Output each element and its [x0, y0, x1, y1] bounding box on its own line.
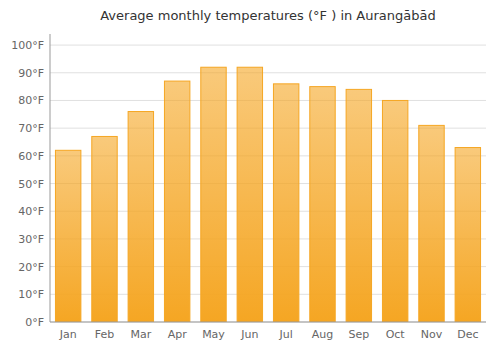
x-tick-label: Aug	[312, 328, 333, 341]
x-tick-label: Feb	[95, 328, 114, 341]
y-tick-label: 90°F	[18, 67, 44, 80]
bar	[346, 89, 371, 322]
x-tick-label: Jan	[59, 328, 77, 341]
x-tick-label: Mar	[130, 328, 151, 341]
y-tick-label: 50°F	[18, 178, 44, 191]
bar	[92, 136, 117, 322]
x-tick-label: Jun	[240, 328, 258, 341]
grid	[50, 45, 486, 322]
title: Average monthly temperatures (°F ) in Au…	[100, 8, 436, 23]
bar	[237, 67, 262, 322]
bar	[201, 67, 226, 322]
grid-line	[50, 322, 486, 323]
x-tick-label: May	[202, 328, 225, 341]
y-tick-label: 70°F	[18, 122, 44, 135]
grid-line	[50, 72, 486, 73]
bar	[55, 150, 80, 322]
y-axis-line	[50, 34, 51, 322]
grid-line	[50, 100, 486, 101]
chart-svg: Average monthly temperatures (°F ) in Au…	[0, 0, 500, 350]
x-tick-label: Oct	[386, 328, 406, 341]
y-tick-label: 20°F	[18, 261, 44, 274]
x-axis: Jan Feb Mar Apr May Jun Jul Aug Sep Oct Nov Dec	[59, 328, 479, 341]
y-tick-label: 30°F	[18, 233, 44, 246]
bar	[382, 100, 407, 322]
bar	[455, 148, 480, 322]
y-tick-label: 0°F	[25, 316, 44, 329]
bar	[419, 125, 444, 322]
y-tick-label: 60°F	[18, 150, 44, 163]
chart-container: Average monthly temperatures (°F ) in Au…	[0, 0, 500, 350]
x-tick-label: Apr	[168, 328, 188, 341]
bar	[310, 87, 335, 322]
bars	[55, 67, 480, 322]
y-tick-label: 100°F	[11, 39, 44, 52]
x-tick-label: Nov	[421, 328, 443, 341]
x-tick-label: Jul	[279, 328, 293, 341]
y-axis: 0°F 10°F 20°F 30°F 40°F 50°F 60°F 70°F 80°F 90°F 1…	[11, 39, 44, 329]
bar	[273, 84, 298, 322]
bar	[128, 112, 153, 322]
y-tick-label: 80°F	[18, 94, 44, 107]
x-tick-label: Dec	[457, 328, 478, 341]
bar	[164, 81, 189, 322]
y-tick-label: 40°F	[18, 205, 44, 218]
y-tick-label: 10°F	[18, 288, 44, 301]
grid-line	[50, 45, 486, 46]
x-axis-line	[50, 322, 486, 323]
x-tick-label: Sep	[348, 328, 369, 341]
